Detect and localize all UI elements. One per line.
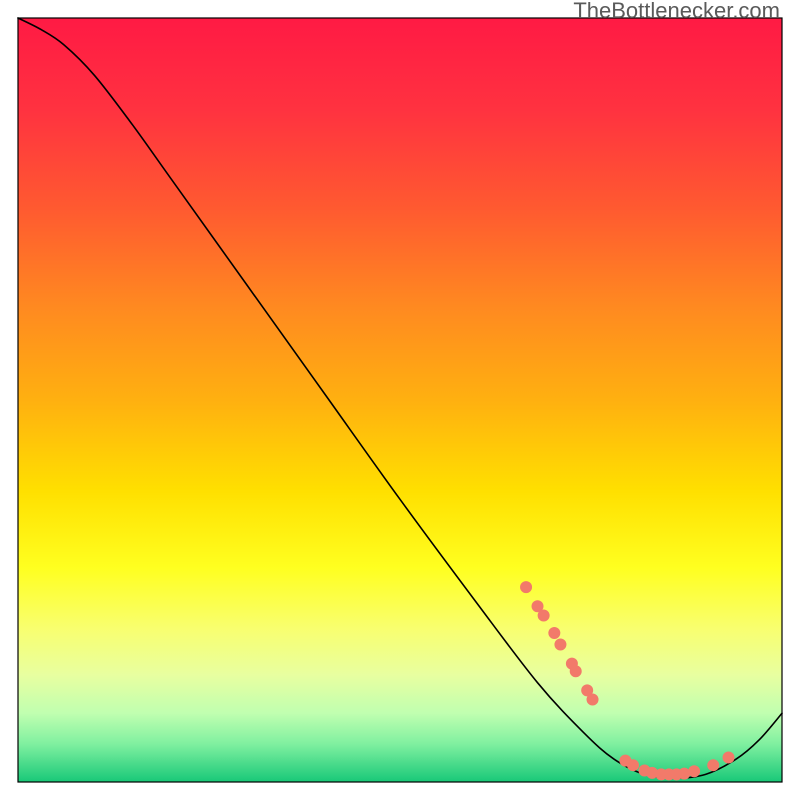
chart-background bbox=[18, 18, 782, 782]
watermark-text: TheBottlenecker.com bbox=[573, 0, 780, 24]
data-marker bbox=[708, 760, 719, 771]
data-marker bbox=[723, 752, 734, 763]
data-marker bbox=[549, 628, 560, 639]
chart-svg bbox=[0, 0, 800, 800]
data-marker bbox=[628, 760, 639, 771]
data-marker bbox=[570, 666, 581, 677]
data-marker bbox=[587, 694, 598, 705]
stage: TheBottlenecker.com bbox=[0, 0, 800, 800]
data-marker bbox=[555, 639, 566, 650]
data-marker bbox=[538, 610, 549, 621]
data-marker bbox=[689, 766, 700, 777]
data-marker bbox=[679, 768, 690, 779]
data-marker bbox=[521, 582, 532, 593]
